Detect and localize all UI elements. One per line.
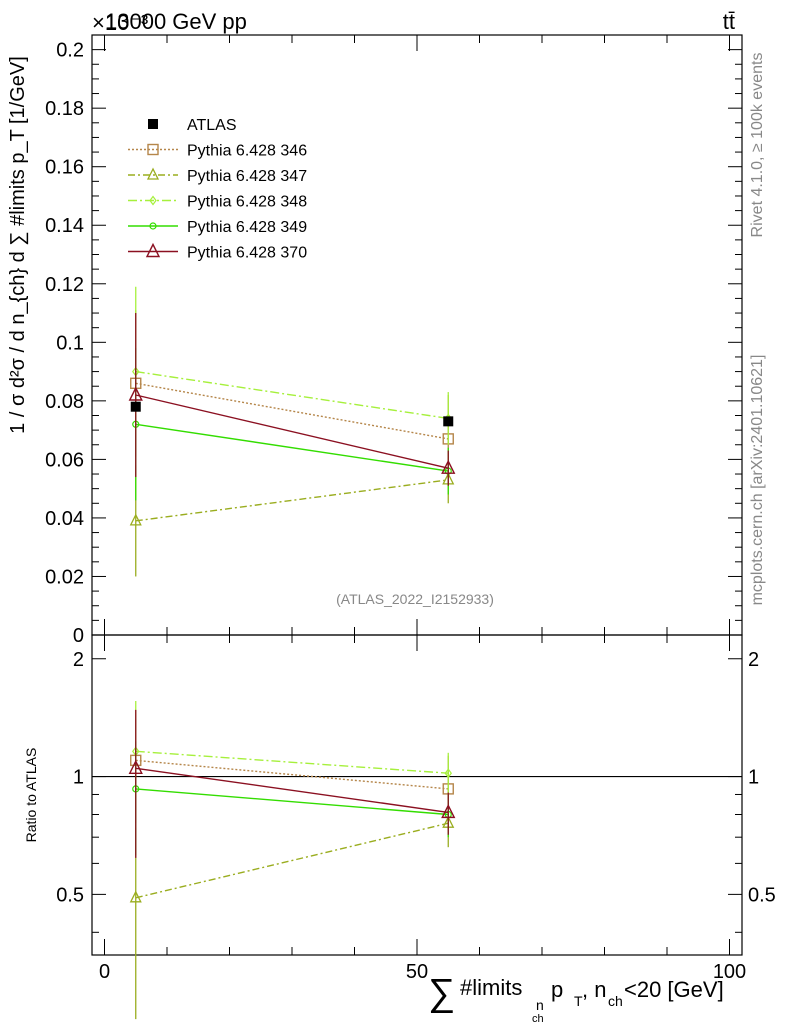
legend-marker-0: [147, 143, 159, 156]
series-line-4-ratio: [135, 767, 449, 814]
series-line-0: [135, 382, 449, 440]
legend-label-1: Pythia 6.428 347: [187, 168, 307, 185]
ratio-tick-label-right: 0.5: [748, 884, 776, 906]
legend-marker-1: [146, 167, 160, 180]
legend-marker-3-shape: [149, 222, 157, 230]
y-tick-label: 0.16: [45, 157, 84, 179]
data-point-2-ratio-shape: [444, 768, 452, 779]
legend-entry-3: Pythia 6.428 349: [128, 219, 307, 236]
series-line-0-ratio: [135, 759, 449, 790]
ratio-axis-label: Ratio to ATLAS: [23, 748, 39, 843]
data-point-4-ratio: [128, 759, 143, 774]
analysis-label: (ATLAS_2022_I2152933): [336, 591, 494, 607]
legend-label-3: Pythia 6.428 349: [187, 219, 307, 236]
y-tick-label: 0.12: [45, 274, 84, 296]
legend-marker-2-shape: [149, 195, 157, 206]
x-label-tail: , n: [582, 977, 606, 1002]
mcplots-label: mcplots.cern.ch [arXiv:2401.10621]: [749, 355, 766, 606]
exponent-label: ×10⁻³: [92, 10, 148, 35]
y-tick-label: 0.04: [45, 508, 84, 530]
data-point-1-ratio-shape: [129, 890, 142, 903]
series-line-1-ratio: [135, 822, 449, 899]
rivet-label: Rivet 4.1.0, ≥ 100k events: [749, 53, 766, 238]
y-axis-label: 1 / σ d²σ / d n_{ch} d ∑ #limits p_T [1/…: [7, 56, 29, 434]
x-label-sub: n: [536, 997, 544, 1013]
legend: ATLAS Pythia 6.428 346 Pythia 6.428 347 Pyt…: [128, 117, 307, 262]
ratio-tick-label-right: 1: [748, 767, 759, 789]
legend-entry-2: Pythia 6.428 348: [128, 194, 307, 211]
data-point-4-shape: [128, 386, 143, 401]
legend-atlas-label: ATLAS: [187, 117, 237, 134]
y-tick-label: 0.02: [45, 566, 84, 588]
y-tick-label: 0.08: [45, 391, 84, 413]
data-point-4: [441, 459, 456, 474]
legend-marker-1-shape: [146, 167, 160, 180]
legend-atlas-marker-shape: [148, 119, 158, 129]
atlas-point-shape: [130, 401, 141, 412]
x-axis-label: ∑ #limits n ch p T , n ch <20 [GeV]: [428, 972, 724, 1024]
x-label-main: #limits: [460, 975, 522, 1000]
series-line-3-ratio: [135, 788, 449, 816]
legend-marker-4-shape: [145, 242, 161, 258]
ratio-tick-label: 1: [73, 767, 84, 789]
legend-marker-2: [149, 195, 157, 206]
legend-entry-0: Pythia 6.428 346: [128, 143, 307, 160]
data-point-4: [128, 386, 143, 401]
x-label-rest: p: [551, 977, 563, 1002]
data-point-1: [129, 513, 142, 526]
legend-marker-3: [149, 222, 157, 230]
legend-marker-0-shape: [147, 143, 159, 156]
legend-marker-4: [145, 242, 161, 258]
series-line-2-ratio: [135, 750, 449, 774]
x-label-sum: ∑: [428, 972, 455, 1014]
ratio-tick-label: 2: [73, 649, 84, 671]
data-point-1-shape: [129, 513, 142, 526]
series-line-1: [135, 479, 449, 522]
data-point-2-ratio: [444, 768, 452, 779]
legend-label-2: Pythia 6.428 348: [187, 194, 307, 211]
y-tick-label: 0.06: [45, 449, 84, 471]
y-tick-label: 0.2: [56, 40, 84, 62]
x-label-subsub: ch: [532, 1013, 544, 1024]
legend-label-4: Pythia 6.428 370: [187, 245, 307, 262]
process-label: tt̄: [723, 9, 735, 34]
ratio-tick-label: 0.5: [56, 884, 84, 906]
energy-label: 13000 GeV pp: [105, 9, 247, 34]
atlas-point-shape: [443, 416, 454, 427]
atlas-point: [443, 416, 454, 427]
series-line-2: [135, 370, 449, 420]
series-line-4: [135, 394, 449, 469]
legend-entry-1: Pythia 6.428 347: [128, 167, 307, 185]
data-point-4-ratio: [441, 803, 456, 819]
data-point-4-ratio-shape: [441, 803, 456, 819]
legend-entry-4: Pythia 6.428 370: [128, 242, 307, 262]
ratio-panel: 0 50 100 0.5 0.5 1 1 2 2: [56, 634, 776, 1020]
main-panel: 0 0.02 0.04 0.06 0.08 0.1 0.12 0.14 0.16 0.18 0.2: [45, 34, 743, 955]
y-tick-label: 0.18: [45, 98, 84, 120]
y-tick-label: 0.1: [56, 332, 84, 354]
legend-label-0: Pythia 6.428 346: [187, 143, 307, 160]
y-tick-label: 0: [73, 625, 84, 647]
y-tick-label: 0.14: [45, 215, 84, 237]
x-tick-label: 100: [713, 961, 746, 983]
x-tick-label: 0: [99, 961, 110, 983]
data-point-4-shape: [441, 459, 456, 474]
atlas-point: [130, 401, 141, 412]
series-line-3: [135, 423, 449, 472]
legend-atlas-marker: [148, 119, 158, 129]
x-label-rest-sub: T: [574, 993, 583, 1009]
legend-entry-atlas: ATLAS: [148, 117, 237, 134]
data-point-1-ratio: [129, 890, 142, 903]
data-point-4-ratio-shape: [128, 759, 143, 774]
x-label-end: <20 [GeV]: [624, 977, 724, 1002]
ratio-frame: [91, 634, 743, 956]
ratio-tick-label-right: 2: [748, 649, 759, 671]
x-label-tail-sub: ch: [608, 993, 623, 1009]
x-tick-label: 50: [406, 961, 428, 983]
